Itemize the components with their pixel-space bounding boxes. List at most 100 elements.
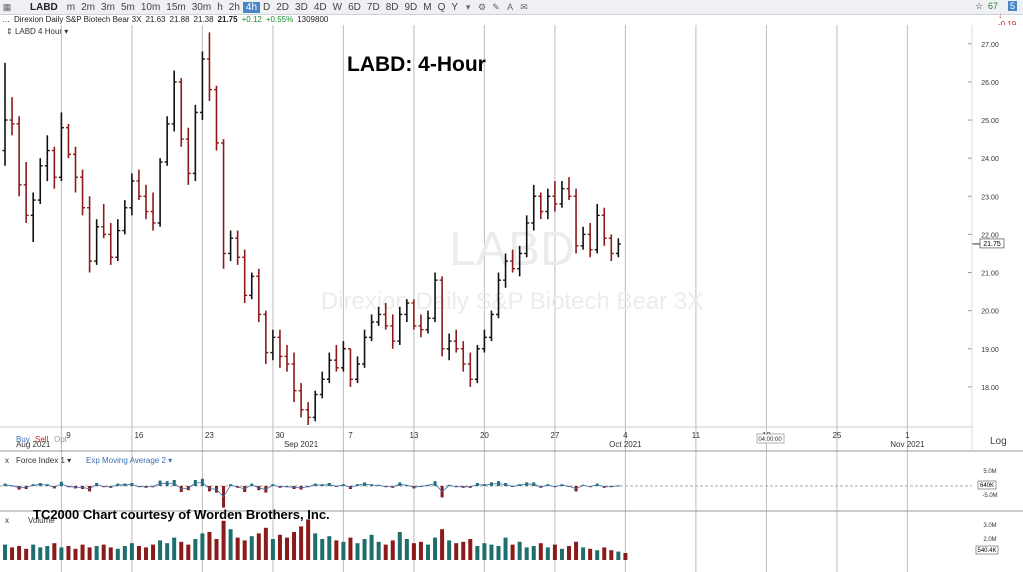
volume-bar [158, 540, 163, 560]
timeframe-Q[interactable]: Q [437, 1, 446, 13]
ohlc-bar [242, 249, 248, 304]
options-button[interactable]: Opt [54, 435, 68, 444]
timeframe-Y[interactable]: Y [451, 1, 459, 13]
quote-high: 21.88 [169, 15, 190, 24]
volume-bar [588, 548, 593, 560]
timeframe-9D[interactable]: 9D [404, 1, 418, 13]
quote-volume: 1309800 [297, 15, 329, 24]
ohlc-bar [538, 192, 544, 220]
ohlc-bar [214, 85, 219, 151]
toolbar-badge-2[interactable]: 5 [1008, 1, 1018, 11]
volume-bar [616, 551, 621, 560]
settings-icon[interactable]: ⚙ [478, 2, 487, 12]
quote-change-pct: +0.55% [265, 15, 294, 24]
ohlc-bar [9, 97, 15, 136]
volume-bar [179, 541, 184, 560]
ohlc-bar [453, 329, 459, 353]
ohlc-bar [192, 104, 198, 182]
timeframe-8D[interactable]: 8D [385, 1, 399, 13]
top-toolbar: ▦ LABD m 2m 3m 5m 10m 15m 30m h 2h 4h D 2D 3D 4D W 6D 7D… [0, 0, 1023, 15]
toolbar-symbol[interactable]: LABD [30, 1, 58, 13]
ohlc-bar [122, 200, 128, 235]
ohlc-bar [326, 352, 332, 384]
timeframe-h[interactable]: h [217, 1, 223, 13]
y-tick-label: 21.00 [981, 271, 999, 278]
y-tick-label: 19.00 [981, 347, 999, 354]
timeframe-15m[interactable]: 15m [166, 1, 186, 13]
timeframe-2h[interactable]: 2h [228, 1, 240, 13]
volume-bar [10, 547, 15, 560]
ohlc-bar [601, 207, 607, 246]
timeframe-4h[interactable]: 4h [242, 1, 261, 13]
ohlc-bar [256, 268, 262, 323]
ohlc-bar [284, 344, 290, 372]
timeframe-M[interactable]: M [423, 1, 432, 13]
volume-bar [270, 539, 275, 560]
ohlc-bar [439, 276, 445, 357]
volume-bar [461, 541, 466, 560]
note-icon[interactable]: ✉ [520, 2, 528, 12]
ohlc-bar [2, 62, 8, 166]
sell-button[interactable]: Sell [35, 435, 49, 444]
volume-bar [249, 536, 254, 560]
volume-panel-close[interactable]: x [5, 516, 9, 525]
timeframe-m[interactable]: m [66, 1, 76, 13]
x-tick-label: Nov 2021 [890, 440, 925, 449]
buy-button[interactable]: Buy [16, 435, 30, 444]
volume-bar [172, 537, 177, 560]
ohlc-bar [298, 383, 304, 418]
ema-label[interactable]: Exp Moving Average 2 ▾ [86, 456, 172, 465]
timeframe-10m[interactable]: 10m [140, 1, 161, 13]
volume-bar [115, 548, 120, 560]
volume-bar [292, 532, 297, 560]
text-icon[interactable]: A [507, 2, 514, 12]
y-tick-label: 24.00 [981, 156, 999, 163]
timeframe-2D[interactable]: 2D [276, 1, 290, 13]
timeframe-5m[interactable]: 5m [120, 1, 135, 13]
volume-bar [165, 543, 170, 560]
volume-bar [574, 541, 579, 560]
timeframe-3D[interactable]: 3D [295, 1, 308, 13]
timeframe-2m[interactable]: 2m [81, 1, 96, 13]
ohlc-bar [460, 341, 466, 372]
price-panel-label[interactable]: ⇕ LABD 4 Hour ▾ [6, 27, 68, 36]
force-index-label[interactable]: Force Index 1 ▾ [16, 456, 71, 465]
ohlc-bar [467, 352, 473, 387]
ohlc-bar [221, 139, 227, 269]
ohlc-bar [249, 272, 255, 300]
ohlc-bar [390, 314, 396, 349]
ohlc-bar [73, 146, 78, 193]
volume-bar [214, 539, 219, 560]
timeframe-7D[interactable]: 7D [366, 1, 380, 13]
net-change-value: -0.19 [998, 19, 1017, 29]
volume-bar [447, 540, 452, 560]
timeframe-3m[interactable]: 3m [101, 1, 115, 13]
timeframe-D[interactable]: D [263, 1, 271, 13]
volume-bar [38, 547, 43, 560]
draw-icon[interactable]: ✎ [492, 2, 500, 12]
ohlc-bar [171, 70, 177, 132]
y-tick-label: 27.00 [981, 42, 999, 49]
dropdown-icon[interactable]: ▾ [465, 2, 471, 12]
volume-bar [433, 537, 438, 560]
volume-bar [320, 539, 325, 560]
force-last-value: 640K [980, 483, 994, 489]
star-icon[interactable]: ☆ [975, 1, 984, 11]
ohlc-bar [383, 303, 389, 330]
volume-bar [277, 534, 282, 560]
timeframe-W[interactable]: W [332, 1, 343, 13]
price-axis: 27.00 26.00 25.00 24.00 23.00 22.00 21.00 20.00… [968, 42, 999, 392]
volume-bar [545, 547, 550, 560]
y-tick-label: 26.00 [981, 80, 999, 87]
timeframe-6D[interactable]: 6D [348, 1, 361, 13]
ohlc-bar [510, 249, 516, 273]
volume-bar [45, 546, 50, 560]
timeframe-4D[interactable]: 4D [313, 1, 327, 13]
timeframe-30m[interactable]: 30m [191, 1, 212, 13]
ohlc-bar [531, 184, 537, 231]
ohlc-bar [199, 51, 205, 121]
log-scale-toggle[interactable]: Log [990, 436, 1007, 447]
x-tick-label: 23 [205, 431, 214, 440]
security-name: Direxion Daily S&P Biotech Bear 3X [14, 15, 142, 24]
force-panel-close[interactable]: x [5, 456, 9, 465]
